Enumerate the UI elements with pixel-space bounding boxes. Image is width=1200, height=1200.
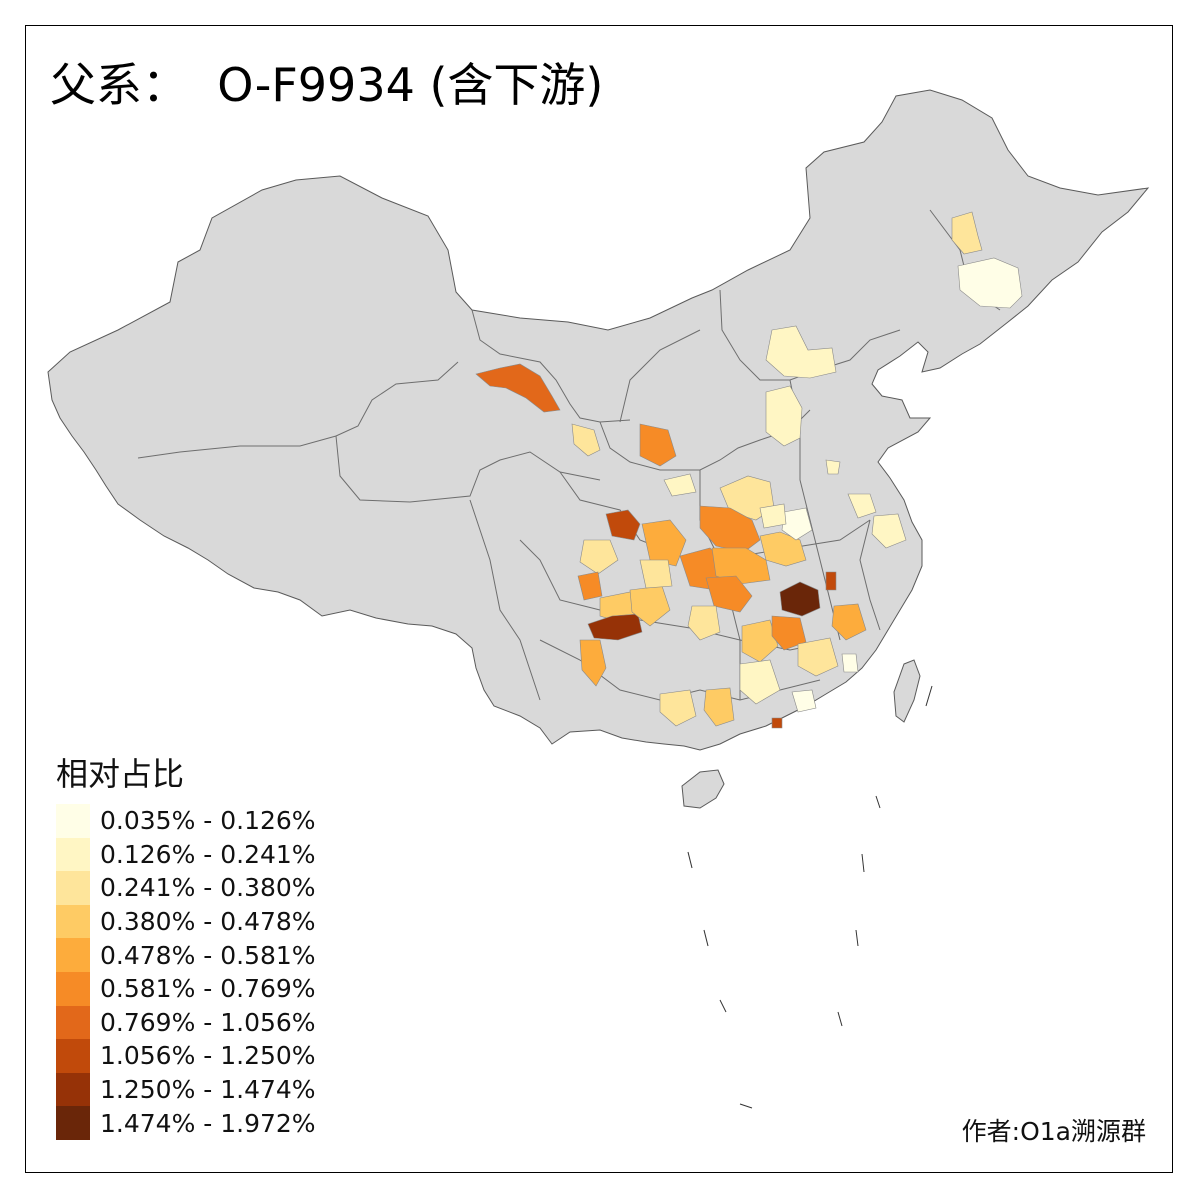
region-yunnan-b bbox=[579, 639, 607, 687]
region-hubei-c bbox=[759, 531, 807, 567]
legend-title: 相对占比 bbox=[56, 755, 185, 793]
legend-label: 0.241% - 0.380% bbox=[100, 873, 316, 903]
legend-item: 1.056% - 1.250% bbox=[56, 1039, 316, 1073]
legend-swatch bbox=[56, 938, 90, 972]
region-yunnan-a bbox=[587, 613, 643, 641]
region-guangdong-c bbox=[791, 689, 817, 713]
legend-label: 0.126% - 0.241% bbox=[100, 839, 316, 869]
legend-swatch bbox=[56, 1039, 90, 1073]
region-guangxi-b bbox=[703, 687, 735, 727]
legend-item: 0.126% - 0.241% bbox=[56, 837, 316, 872]
region-guangdong-b bbox=[771, 717, 783, 729]
region-heilongjiang-b bbox=[957, 257, 1023, 309]
region-shaanxi bbox=[663, 473, 697, 497]
south-sea-islands bbox=[687, 685, 933, 1109]
region-inner-mongolia bbox=[765, 325, 837, 379]
region-jiangxi-a bbox=[779, 581, 821, 617]
legend: 相对占比 0.035% - 0.126% 0.126% - 0.241% 0.241… bbox=[56, 758, 316, 1140]
legend-item: 0.241% - 0.380% bbox=[56, 871, 316, 905]
region-anhui bbox=[781, 507, 813, 541]
legend-swatch bbox=[56, 804, 90, 838]
prefecture-fills bbox=[475, 211, 1023, 729]
region-shanxi bbox=[759, 503, 787, 529]
region-shandong bbox=[825, 459, 841, 475]
legend-label: 1.474% - 1.972% bbox=[100, 1108, 316, 1138]
region-jiangxi-d bbox=[797, 637, 839, 677]
legend-label: 1.250% - 1.474% bbox=[100, 1075, 316, 1105]
legend-label: 0.478% - 0.581% bbox=[100, 940, 316, 970]
legend-label: 0.035% - 0.126% bbox=[100, 806, 316, 836]
region-sichuan-b bbox=[641, 519, 687, 567]
region-sichuan-c bbox=[579, 539, 619, 575]
region-jiangxi-c bbox=[825, 571, 837, 591]
region-hubei-b bbox=[711, 547, 771, 585]
china-mainland bbox=[47, 89, 1150, 751]
region-zhejiang-b bbox=[871, 513, 907, 549]
region-guizhou-b bbox=[639, 559, 673, 589]
legend-swatch bbox=[56, 1072, 90, 1107]
author-credit: 作者:O1a溯源群 bbox=[961, 1117, 1146, 1146]
legend-label: 1.056% - 1.250% bbox=[100, 1041, 316, 1071]
region-sichuan-a bbox=[605, 509, 641, 541]
legend-item: 1.474% - 1.972% bbox=[56, 1106, 316, 1140]
region-gansu-a bbox=[475, 363, 561, 413]
legend-swatch bbox=[56, 904, 90, 939]
legend-label: 0.769% - 1.056% bbox=[100, 1007, 316, 1037]
region-heilongjiang-a bbox=[951, 211, 983, 255]
region-guangdong-a bbox=[739, 659, 781, 705]
region-zhejiang-a bbox=[831, 603, 867, 641]
map-title: 父系： O-F9934 (含下游) bbox=[50, 58, 604, 112]
legend-item: 0.035% - 0.126% bbox=[56, 804, 316, 838]
region-jiangxi-b bbox=[771, 615, 807, 651]
legend-item: 0.769% - 1.056% bbox=[56, 1005, 316, 1040]
region-jiangsu bbox=[847, 493, 877, 519]
legend-swatch bbox=[56, 971, 90, 1006]
legend-rows: 0.035% - 0.126% 0.126% - 0.241% 0.241% - 0… bbox=[56, 804, 316, 1140]
taiwan-island bbox=[893, 659, 921, 723]
region-ningxia bbox=[639, 423, 677, 467]
legend-label: 0.380% - 0.478% bbox=[100, 907, 316, 937]
region-hunan-b bbox=[687, 605, 721, 641]
legend-item: 0.581% - 0.769% bbox=[56, 971, 316, 1006]
region-fujian bbox=[841, 653, 859, 673]
region-hubei-a bbox=[699, 505, 761, 553]
legend-item: 1.250% - 1.474% bbox=[56, 1072, 316, 1107]
hainan-island bbox=[681, 769, 725, 809]
legend-swatch bbox=[56, 1005, 90, 1040]
legend-swatch bbox=[56, 837, 90, 872]
region-guangxi-a bbox=[659, 689, 697, 727]
legend-swatch bbox=[56, 1106, 90, 1140]
legend-item: 0.478% - 0.581% bbox=[56, 938, 316, 972]
region-hunan-c bbox=[741, 619, 779, 663]
legend-item: 0.380% - 0.478% bbox=[56, 904, 316, 939]
legend-swatch bbox=[56, 871, 90, 905]
region-hebei bbox=[765, 385, 803, 447]
region-hunan-a bbox=[705, 575, 753, 613]
region-sichuan-d bbox=[577, 571, 603, 601]
region-qinghai bbox=[571, 423, 601, 457]
legend-label: 0.581% - 0.769% bbox=[100, 974, 316, 1004]
